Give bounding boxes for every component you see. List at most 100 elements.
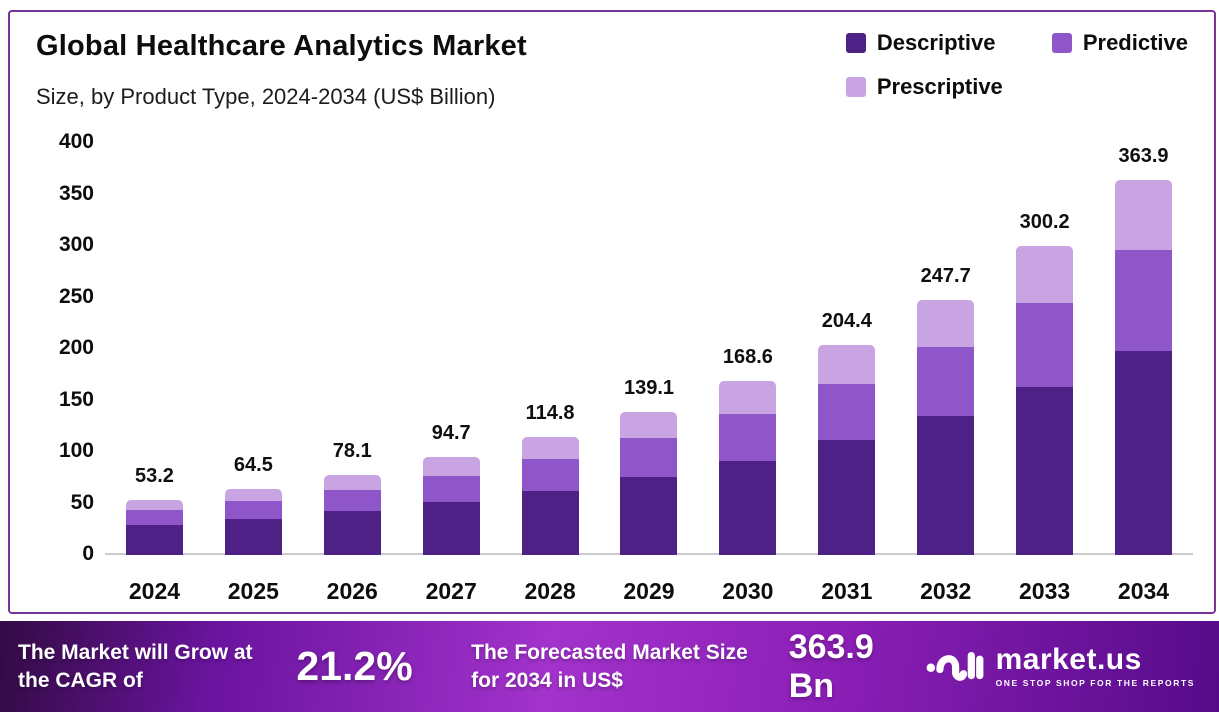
bar-total-label-2028: 114.8 xyxy=(525,401,575,424)
bar-group-2028: 114.8 xyxy=(501,142,600,555)
legend-swatch-prescriptive xyxy=(845,77,866,97)
bar-segment-predictive-2031 xyxy=(818,383,876,441)
bar-2025 xyxy=(224,488,282,555)
legend-label-descriptive: Descriptive xyxy=(876,30,996,55)
bar-segment-prescriptive-2029 xyxy=(620,411,678,439)
y-tick-300: 300 xyxy=(58,233,94,256)
bar-total-label-2029: 139.1 xyxy=(623,376,675,399)
bar-total-label-2032: 247.7 xyxy=(920,264,971,287)
legend-swatch-predictive xyxy=(1051,33,1072,53)
y-tick-50: 50 xyxy=(70,490,94,514)
bar-group-2033: 300.2 xyxy=(995,142,1094,555)
bar-2024 xyxy=(125,500,183,555)
y-tick-200: 200 xyxy=(58,336,94,359)
bar-segment-descriptive-2033 xyxy=(1016,386,1074,555)
bar-total-label-2024: 53.2 xyxy=(134,465,174,488)
bar-group-2030: 168.6 xyxy=(698,142,797,555)
y-tick-250: 250 xyxy=(58,284,94,308)
bar-segment-prescriptive-2030 xyxy=(719,381,777,414)
bar-segment-prescriptive-2026 xyxy=(323,474,381,490)
bar-total-label-2033: 300.2 xyxy=(1019,210,1070,233)
bar-total-label-2025: 64.5 xyxy=(233,453,273,476)
x-tick-2025: 2025 xyxy=(227,578,279,604)
x-tick-2027: 2027 xyxy=(425,578,477,604)
legend-swatch-descriptive xyxy=(845,33,866,53)
bar-segment-prescriptive-2027 xyxy=(422,457,480,476)
y-tick-100: 100 xyxy=(58,439,94,462)
brand-text: market.us ONE STOP SHOP FOR THE REPORTS xyxy=(996,645,1195,688)
chart-legend: Descriptive Predictive Prescriptive xyxy=(845,30,1188,100)
bar-segment-prescriptive-2032 xyxy=(917,299,975,348)
bar-group-2034: 363.9 xyxy=(1094,142,1193,555)
bar-segment-predictive-2032 xyxy=(917,347,975,417)
legend-label-predictive: Predictive xyxy=(1082,30,1188,55)
bar-segment-predictive-2029 xyxy=(620,438,678,478)
x-tick-2034: 2034 xyxy=(1117,578,1170,604)
bar-group-2024: 53.2 xyxy=(105,142,204,555)
y-tick-150: 150 xyxy=(58,387,94,411)
bar-segment-prescriptive-2034 xyxy=(1115,180,1173,250)
bar-segment-predictive-2027 xyxy=(422,475,480,502)
bar-segment-predictive-2026 xyxy=(323,489,381,512)
bar-segment-descriptive-2026 xyxy=(323,511,381,555)
bar-segment-descriptive-2032 xyxy=(917,416,975,555)
x-tick-2031: 2031 xyxy=(821,578,873,604)
market-us-icon xyxy=(926,652,983,681)
bar-segment-predictive-2028 xyxy=(521,458,579,491)
bar-total-label-2027: 94.7 xyxy=(431,422,471,445)
summary-banner: The Market will Grow at the CAGR of 21.2… xyxy=(0,621,1219,712)
legend-item-descriptive: Descriptive xyxy=(845,30,1052,56)
bar-2028 xyxy=(521,436,579,555)
bar-segment-descriptive-2027 xyxy=(422,501,480,555)
bar-segment-prescriptive-2033 xyxy=(1016,245,1074,304)
bar-group-2025: 64.5 xyxy=(204,142,303,555)
bar-total-label-2031: 204.4 xyxy=(821,309,872,332)
bar-2031 xyxy=(818,344,876,555)
page-subtitle: Size, by Product Type, 2024-2034 (US$ Bi… xyxy=(36,84,496,109)
bar-segment-predictive-2025 xyxy=(224,500,282,519)
bar-segment-descriptive-2029 xyxy=(620,477,678,555)
x-tick-2033: 2033 xyxy=(1019,578,1071,604)
forecast-value: 363.9 Bn xyxy=(788,627,874,705)
bar-2027 xyxy=(422,457,480,555)
bar-segment-descriptive-2034 xyxy=(1115,351,1173,555)
bar-segment-predictive-2030 xyxy=(719,413,777,461)
y-tick-400: 400 xyxy=(58,130,94,153)
chart-card: Global Healthcare Analytics Market Size,… xyxy=(8,10,1216,614)
brand-logo: market.us ONE STOP SHOP FOR THE REPORTS xyxy=(926,645,1195,688)
legend-label-prescriptive: Prescriptive xyxy=(876,74,1003,99)
bar-segment-descriptive-2025 xyxy=(224,518,282,555)
y-tick-0: 0 xyxy=(82,542,94,565)
forecast-label: The Forecasted Market Size for 2034 in U… xyxy=(471,641,748,692)
bar-2032 xyxy=(917,299,975,555)
x-tick-2026: 2026 xyxy=(326,578,378,604)
bar-segment-prescriptive-2025 xyxy=(224,488,282,501)
bar-segment-prescriptive-2031 xyxy=(818,344,876,384)
cagr-value: 21.2% xyxy=(296,643,413,689)
bar-segment-descriptive-2031 xyxy=(818,440,876,555)
bar-segment-predictive-2033 xyxy=(1016,303,1074,387)
bar-segment-predictive-2034 xyxy=(1115,249,1173,352)
bar-2030 xyxy=(719,381,777,555)
x-tick-2032: 2032 xyxy=(920,578,972,604)
bar-total-label-2030: 168.6 xyxy=(722,346,773,369)
bar-group-2026: 78.1 xyxy=(303,142,402,555)
page-title: Global Healthcare Analytics Market xyxy=(36,30,527,62)
x-tick-2030: 2030 xyxy=(722,578,774,604)
bar-2033 xyxy=(1016,245,1074,555)
x-axis-labels: 2024 2025 2026 2027 2028 2029 2030 2031 2032 2033… xyxy=(105,578,1193,605)
brand-name: market.us xyxy=(995,643,1142,677)
bar-group-2031: 204.4 xyxy=(797,142,896,555)
cagr-label: The Market will Grow at the CAGR of xyxy=(18,641,253,692)
y-tick-350: 350 xyxy=(58,181,94,205)
bar-segment-descriptive-2028 xyxy=(521,490,579,555)
y-axis: 0 50 100 150 200 250 300 350 400 xyxy=(32,131,94,565)
bar-segment-prescriptive-2024 xyxy=(125,500,183,511)
bar-2034 xyxy=(1115,180,1173,555)
brand-tagline: ONE STOP SHOP FOR THE REPORTS xyxy=(995,678,1196,689)
bar-segment-predictive-2024 xyxy=(125,510,183,526)
bar-group-2032: 247.7 xyxy=(896,142,995,555)
legend-item-prescriptive: Prescriptive xyxy=(845,74,1052,100)
bar-group-2027: 94.7 xyxy=(402,142,501,555)
bar-2026 xyxy=(323,474,381,555)
